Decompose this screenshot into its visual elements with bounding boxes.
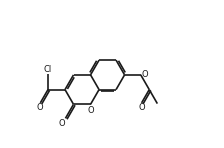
Text: O: O — [37, 103, 43, 112]
Text: O: O — [141, 70, 148, 79]
Text: Cl: Cl — [44, 65, 52, 74]
Text: O: O — [58, 119, 65, 128]
Text: O: O — [138, 103, 145, 112]
Text: O: O — [87, 106, 94, 115]
